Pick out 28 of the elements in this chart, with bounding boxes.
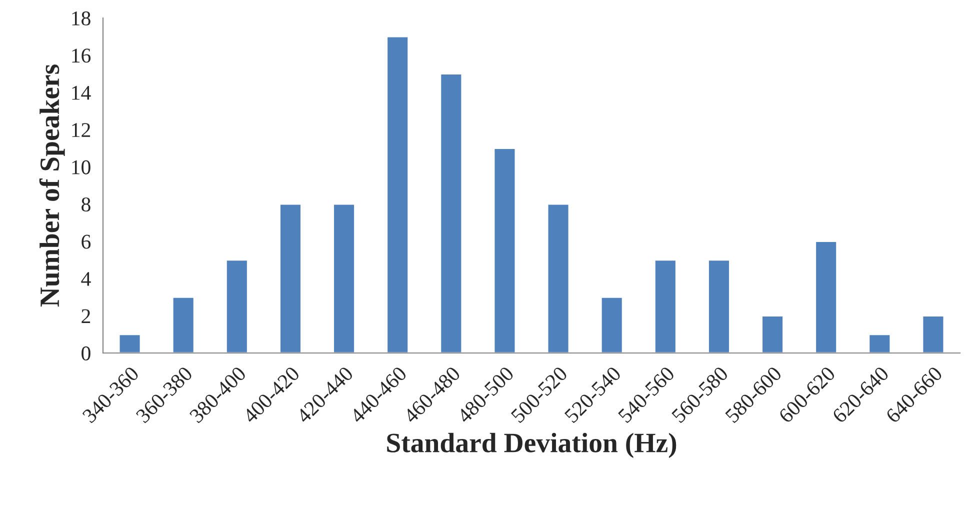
bar	[172, 296, 195, 353]
bar	[868, 334, 892, 353]
bar	[440, 73, 463, 353]
bar	[600, 296, 624, 353]
bar	[708, 259, 730, 353]
bar	[226, 259, 248, 353]
y-tick-label: 10	[72, 160, 90, 174]
y-tick-label: 18	[72, 11, 90, 26]
y-tick-label: 0	[82, 346, 90, 360]
bar	[814, 240, 838, 353]
y-tick-label: 2	[82, 309, 90, 324]
bar	[546, 203, 570, 353]
bar	[922, 315, 945, 353]
y-tick-label: 14	[72, 86, 91, 100]
bar	[386, 36, 409, 353]
bar	[654, 259, 677, 353]
y-tick-label: 4	[81, 272, 91, 286]
bar	[761, 315, 784, 353]
bar	[332, 203, 356, 353]
bar	[493, 148, 516, 353]
y-tick-label: 12	[72, 123, 90, 137]
bar	[118, 334, 142, 353]
bar	[279, 203, 302, 353]
y-tick-label: 16	[72, 48, 91, 63]
y-tick-label: 6	[82, 234, 91, 249]
y-tick-label: 8	[82, 197, 90, 212]
y-axis-title: Number of Speakers	[39, 64, 65, 307]
x-axis-title: Standard Deviation (Hz)	[387, 432, 676, 458]
